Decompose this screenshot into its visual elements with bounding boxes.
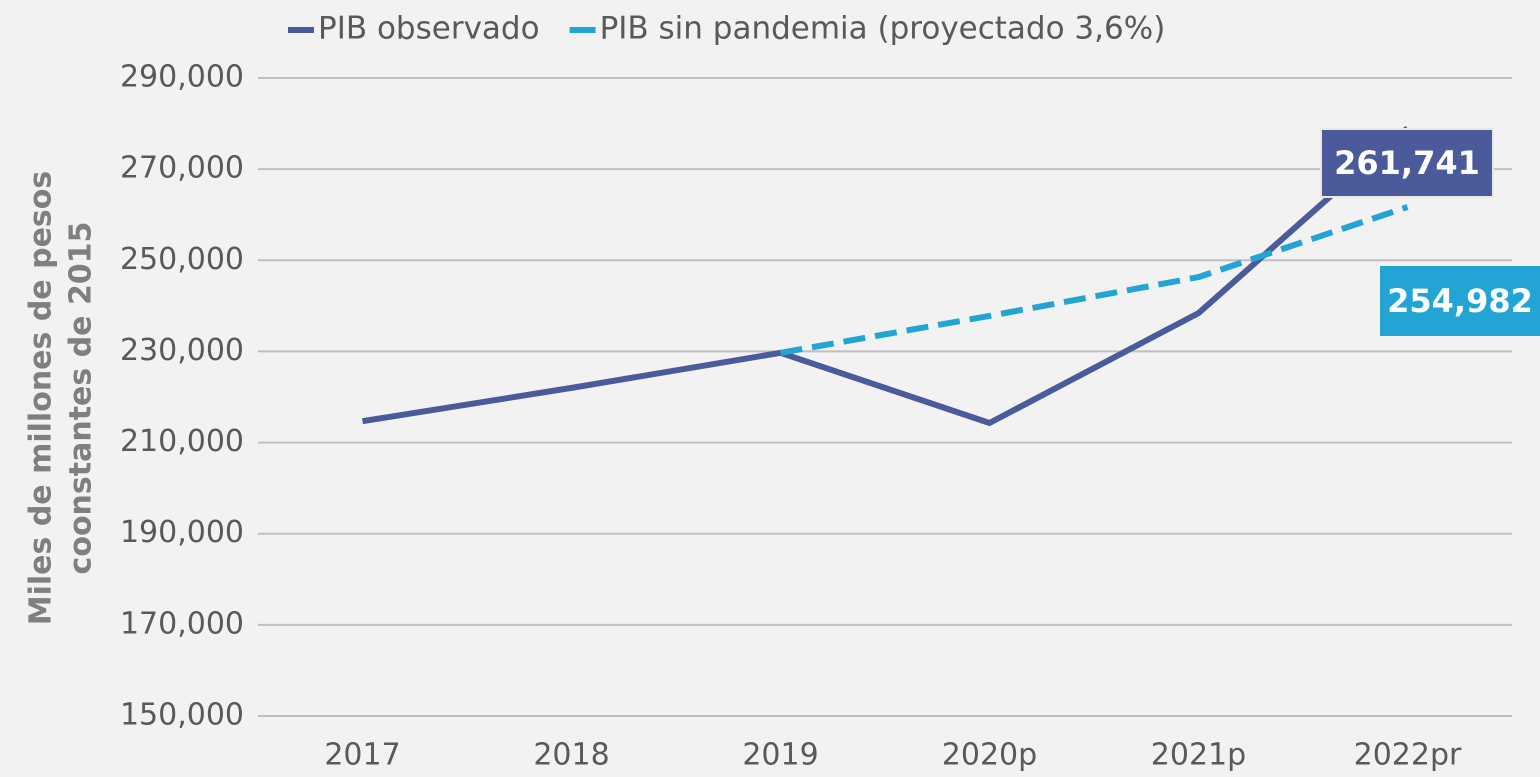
y-tick-label: 170,000 xyxy=(120,606,244,641)
y-label-line: Miles de millones de pesos xyxy=(24,171,59,625)
legend-label: PIB sin pandemia (proyectado 3,6%) xyxy=(600,11,1166,47)
x-tick-label: 2019 xyxy=(742,738,818,773)
x-tick-label: 2022pr xyxy=(1354,738,1462,773)
annotation-label: 254,982 xyxy=(1387,282,1533,320)
annotation-label: 261,741 xyxy=(1334,144,1480,182)
y-tick-label: 190,000 xyxy=(120,515,244,550)
y-tick-label: 150,000 xyxy=(120,698,244,733)
x-tick-label: 2017 xyxy=(324,738,400,773)
legend-label: PIB observado xyxy=(318,11,540,47)
x-tick-label: 2018 xyxy=(533,738,609,773)
series-line xyxy=(779,204,1409,356)
x-tick-label: 2020p xyxy=(942,738,1037,773)
annotation-box xyxy=(1380,266,1540,336)
y-tick-label: 290,000 xyxy=(120,60,244,95)
y-tick-label: 210,000 xyxy=(120,424,244,459)
y-tick-label: 230,000 xyxy=(120,333,244,368)
y-axis-label: Miles de millones de pesos coonstantes d… xyxy=(24,171,99,625)
y-tick-label: 270,000 xyxy=(120,151,244,186)
y-label-line: coonstantes de 2015 xyxy=(64,222,99,575)
y-tick-label: 250,000 xyxy=(120,242,244,277)
series-line xyxy=(362,125,1410,426)
x-tick-label: 2021p xyxy=(1151,738,1246,773)
annotation-box xyxy=(1320,128,1494,198)
